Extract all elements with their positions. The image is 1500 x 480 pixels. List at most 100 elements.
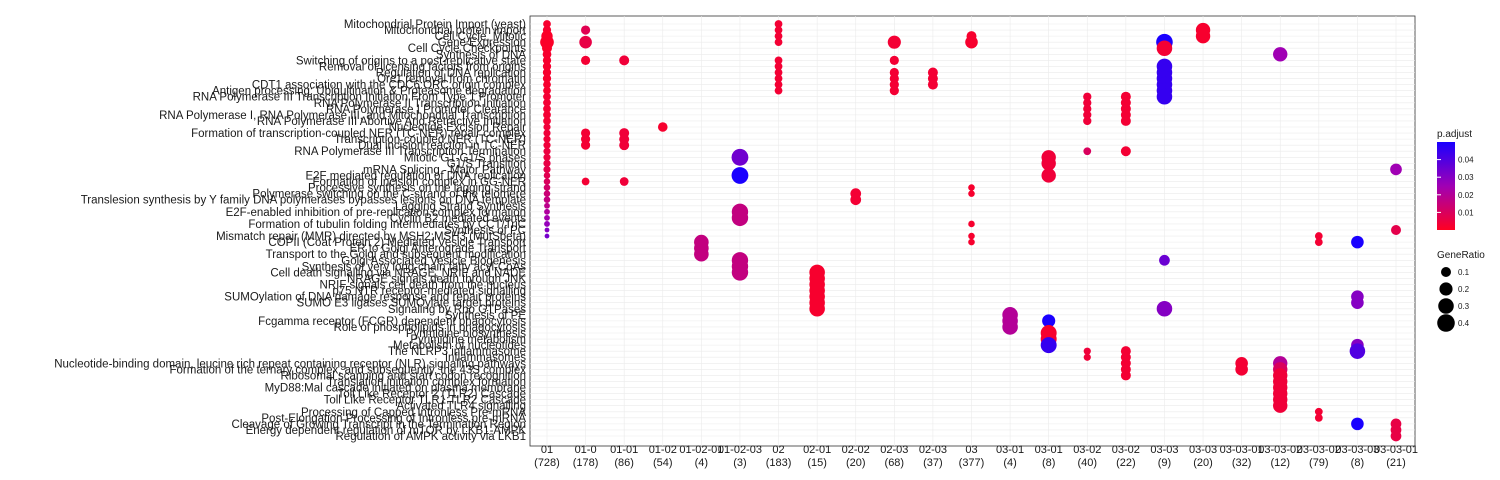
term-label: RNA Polymerase III Abortive And Retracti… [257,116,526,128]
dot [1390,163,1402,176]
legend-color-ticks: 0.04 0.03 0.02 0.01 [1437,156,1474,217]
cluster-label: 03 [965,444,977,456]
dot [1156,88,1173,105]
dot [543,104,551,113]
legend-size-label: 0.1 [1458,268,1470,277]
cluster-count: (4) [1003,457,1016,469]
dot [927,79,938,90]
dot [774,86,783,95]
term-label: NRAGE signals death through JNK [347,273,526,285]
cluster-label: 03-03-03 [1335,444,1379,456]
dot [543,190,551,197]
dot [1083,110,1092,120]
dot [774,26,783,34]
cluster-label: 01-01 [610,444,638,456]
cluster-label: 01-02 [649,444,677,456]
term-label: Activated TLR4 signalling [396,401,526,413]
cluster-count: (79) [1309,457,1329,469]
legend-size-dot [1439,282,1453,296]
cluster-label: 03-02 [1073,444,1101,456]
term-label: Signaling by Rho GTPases [388,304,526,316]
dot [542,56,552,65]
legend-color-tick-label: 0.03 [1458,173,1474,182]
term-label: Polymerase switching on the C-strand of … [252,189,526,201]
dot [543,184,551,191]
term-label: MyD88:Mal cascade initiated on plasma me… [265,383,526,395]
legend-size-dot [1437,314,1455,332]
dot [1156,40,1173,57]
dot [968,184,975,191]
cluster-count: (178) [573,457,599,469]
term-label: Toll Like Receptor 2 (TLR2) Cascade [337,389,526,401]
dot [968,232,975,240]
term-label: Synthesis of PC [444,225,526,237]
dot [544,208,550,215]
dot [731,209,749,227]
term-label: Translesion synthesis by Y family DNA po… [81,195,526,207]
dot [543,123,551,131]
cluster-label: 02-03 [919,444,947,456]
dot [542,68,552,77]
dot [1351,296,1364,309]
term-label: Gene Expression [438,37,526,49]
term-label: Pyrimidine metabolism [410,334,526,346]
dot [887,35,901,49]
legend-size-title: GeneRatio [1437,250,1485,261]
dot [543,80,551,89]
dot [543,98,551,107]
term-label: Inflammasomes [445,352,526,364]
dot [968,190,975,197]
cluster-label: 02-02 [842,444,870,456]
dot [543,196,551,203]
term-label: Dual incision reaction in TC-NER [358,140,526,152]
dot [774,38,783,47]
cluster-label: 03-03-02 [1297,444,1341,456]
dot [774,68,783,77]
cluster-label: 03-03-02 [1258,444,1302,456]
dot [774,20,783,28]
term-label: RNA Polymerase I Promoter Clearance [326,104,526,116]
dot [543,86,551,95]
cluster-label: 03-03 [1189,444,1217,456]
dot [965,35,978,49]
cluster-label: 02-03 [880,444,908,456]
dot [580,55,591,65]
dot [1159,254,1170,266]
dot [1083,104,1092,113]
plot-panel [529,15,1416,447]
term-label: Nucleotide Excision Repair [389,122,527,134]
dot [657,122,668,132]
term-label: p75 NTR receptor-mediated signalling [332,286,526,298]
dot [619,55,630,66]
dot [543,147,551,155]
dot [1351,417,1364,431]
term-label: Transcription-coupled NER (TC-NER) [334,134,526,146]
term-label: Removal of licensing factors from origin… [319,61,526,73]
term-label: Cell death signalling via NRAGE, NRIF an… [270,267,526,279]
dot [1351,235,1364,249]
dot [1235,363,1248,376]
dot [543,153,551,161]
dot [544,221,550,227]
dot [850,194,862,206]
term-label: RNA Polymerase III Transcription Initiat… [193,92,527,104]
dot [580,25,591,35]
dot [543,20,551,28]
term-label: Energy dependent regulation of mTOR by L… [246,425,527,437]
term-label: Metabolism of nucleotides [393,340,526,352]
dot [1083,92,1092,101]
dot [1390,430,1402,442]
dot-marks [540,20,1402,442]
cluster-label: 02-01 [803,444,831,456]
cluster-count: (9) [1158,457,1171,469]
term-label: Orc1 removal from chromatin [377,74,526,86]
dot [543,135,551,143]
cluster-count: (728) [534,457,560,469]
dot [1314,238,1323,247]
dot [580,140,591,150]
dot [1120,115,1131,126]
term-label: Mitochondrial protein import [384,25,527,37]
dot [1040,337,1057,354]
dot [1083,347,1091,355]
